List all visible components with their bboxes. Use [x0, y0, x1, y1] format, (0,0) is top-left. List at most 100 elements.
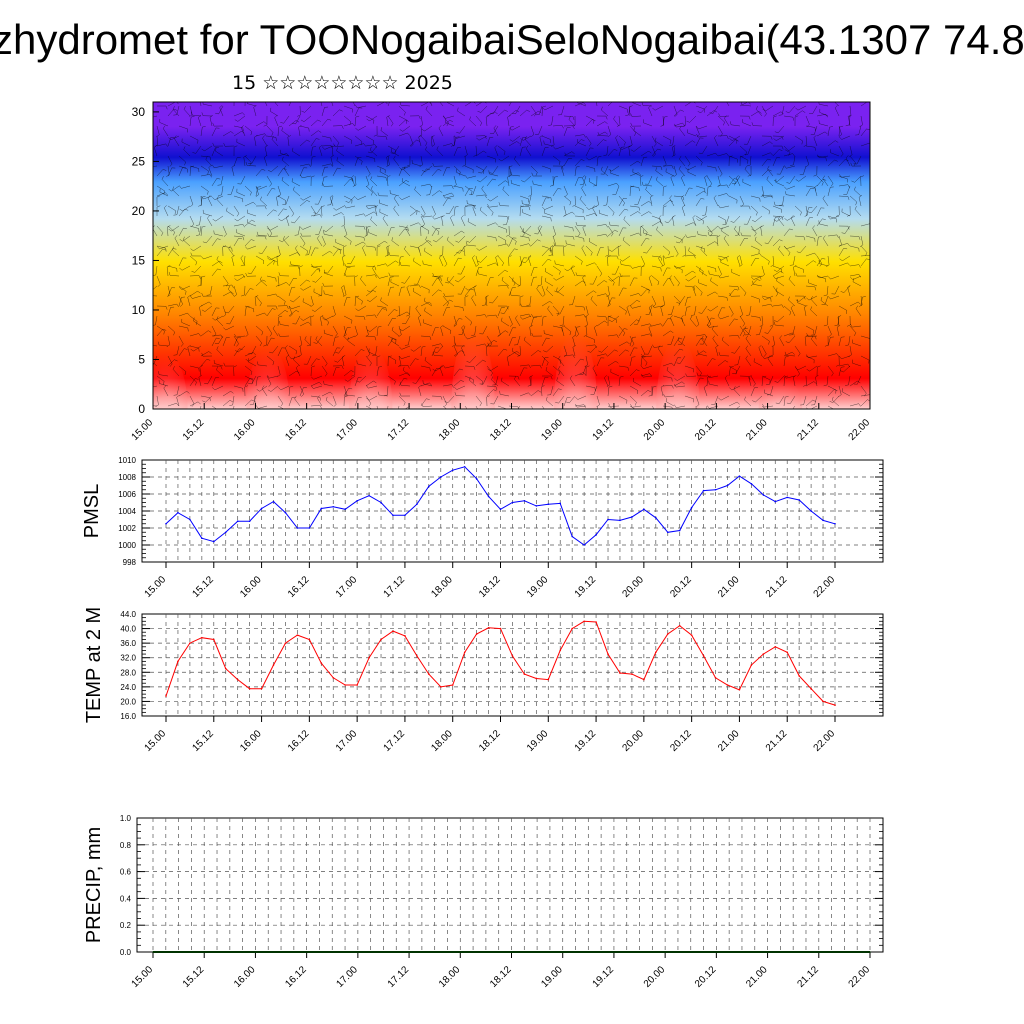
wind-barb: [365, 204, 375, 207]
wind-barb: [827, 215, 837, 220]
wind-barb-flag: [575, 272, 578, 276]
wind-barb-flag: [230, 391, 234, 394]
wind-barb: [183, 239, 191, 247]
wind-barb: [569, 378, 576, 387]
wind-barb: [211, 337, 217, 347]
wind-barb: [302, 225, 312, 230]
wind-barb: [651, 295, 657, 305]
wind-barb-flag: [493, 125, 497, 129]
wind-barb-flag: [355, 127, 359, 131]
wind-barb-flag: [718, 352, 721, 356]
wind-barb: [606, 195, 609, 205]
wind-barb: [772, 265, 782, 270]
wind-barb-flag: [597, 132, 600, 136]
wind-barb: [596, 131, 606, 137]
wind-barb-flag: [316, 269, 321, 271]
wind-barb: [724, 118, 730, 127]
wind-barb: [209, 117, 213, 127]
wind-barb-flag: [784, 186, 787, 190]
wind-barb-flag: [230, 131, 234, 134]
wind-barb-flag: [779, 239, 783, 242]
wind-barb: [611, 165, 620, 172]
wind-barb-flag: [500, 312, 505, 314]
wind-barb-flag: [191, 223, 194, 227]
y-tick-label: 0.6: [120, 868, 132, 877]
wind-barb: [358, 125, 367, 131]
wind-barb: [291, 305, 301, 310]
wind-barb-flag: [438, 275, 441, 279]
wind-barb-flag: [696, 218, 700, 221]
wind-barb: [277, 168, 284, 177]
wind-barb: [387, 155, 390, 165]
data-point: [284, 511, 287, 514]
wind-barb: [857, 375, 862, 385]
wind-barb: [178, 257, 184, 267]
wind-barb-flag: [625, 349, 629, 352]
wind-barb: [583, 175, 587, 185]
wind-barb-flag: [245, 161, 248, 166]
wind-barb: [365, 290, 374, 297]
wind-barb: [404, 248, 411, 257]
wind-barb: [731, 272, 741, 277]
wind-barb-flag: [655, 413, 657, 416]
wind-barb-flag: [837, 325, 841, 328]
wind-barb: [321, 391, 331, 397]
wind-barb-flag: [184, 371, 187, 376]
wind-barb: [574, 305, 584, 308]
wind-barb-flag: [279, 320, 281, 325]
wind-barb-flag: [230, 291, 234, 295]
wind-barb: [629, 211, 638, 217]
wind-barb-flag: [677, 282, 680, 287]
wind-barb-flag: [437, 169, 442, 171]
wind-barb-flag: [547, 305, 550, 309]
wind-barb: [777, 375, 785, 383]
wind-barb: [497, 235, 506, 241]
wind-barb-flag: [630, 122, 633, 127]
wind-barb-flag: [762, 403, 765, 408]
wind-barb-flag: [775, 402, 780, 404]
wind-barb: [711, 225, 719, 233]
wind-barb: [243, 157, 246, 167]
wind-barb-flag: [295, 310, 300, 313]
wind-barb: [343, 123, 353, 127]
wind-barb-flag: [692, 215, 696, 218]
wind-barb: [456, 135, 466, 139]
wind-barb-flag: [366, 385, 369, 389]
wind-barb: [684, 270, 693, 277]
wind-barb-flag: [367, 173, 371, 177]
wind-barb: [178, 209, 186, 217]
wind-barb-flag: [280, 403, 283, 407]
wind-barb: [189, 333, 199, 337]
wind-barb-flag: [685, 278, 689, 282]
wind-barb: [827, 175, 834, 184]
wind-barb: [512, 280, 521, 287]
wind-barb-flag: [247, 272, 252, 274]
wind-barb: [461, 285, 466, 295]
wind-barb-flag: [201, 352, 204, 357]
wind-barb: [843, 285, 851, 293]
wind-barb: [321, 235, 326, 245]
wind-barb-flag: [556, 377, 558, 381]
wind-barb: [280, 324, 290, 327]
wind-barb-flag: [829, 401, 833, 403]
wind-barb: [431, 228, 437, 237]
wind-barb-flag: [457, 413, 459, 416]
wind-barb: [475, 405, 478, 409]
wind-barb: [167, 287, 172, 297]
wind-barb-flag: [556, 287, 558, 292]
wind-barb: [826, 285, 829, 295]
wind-barb: [590, 299, 598, 307]
wind-barb: [519, 313, 529, 317]
wind-barb: [304, 339, 312, 347]
wind-barb: [357, 105, 367, 109]
wind-barb: [640, 255, 645, 265]
wind-barb-flag: [818, 236, 822, 238]
wind-barb-flag: [424, 297, 426, 302]
wind-barb-flag: [803, 236, 806, 241]
wind-barb: [247, 361, 257, 367]
wind-barb: [343, 388, 349, 397]
wind-barb-flag: [187, 295, 191, 298]
wind-barb-flag: [528, 364, 531, 369]
wind-barb-flag: [173, 331, 175, 336]
wind-barb-flag: [384, 240, 388, 244]
